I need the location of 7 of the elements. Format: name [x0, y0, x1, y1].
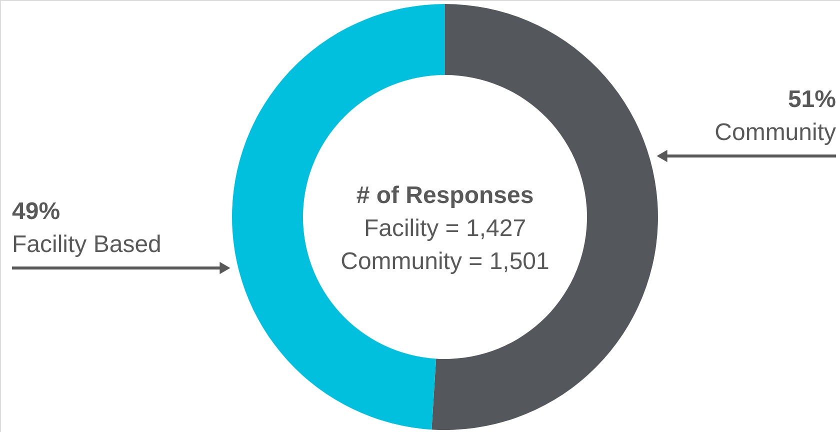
data-label: 49%: [12, 198, 60, 225]
text: # of Responses: [356, 182, 534, 209]
text: Community = 1,501: [340, 248, 550, 275]
data-label: 51%: [788, 86, 836, 113]
text: Facility = 1,427: [364, 215, 526, 242]
slice-label: Community: [714, 119, 836, 146]
slice-label: Facility Based: [12, 231, 162, 258]
